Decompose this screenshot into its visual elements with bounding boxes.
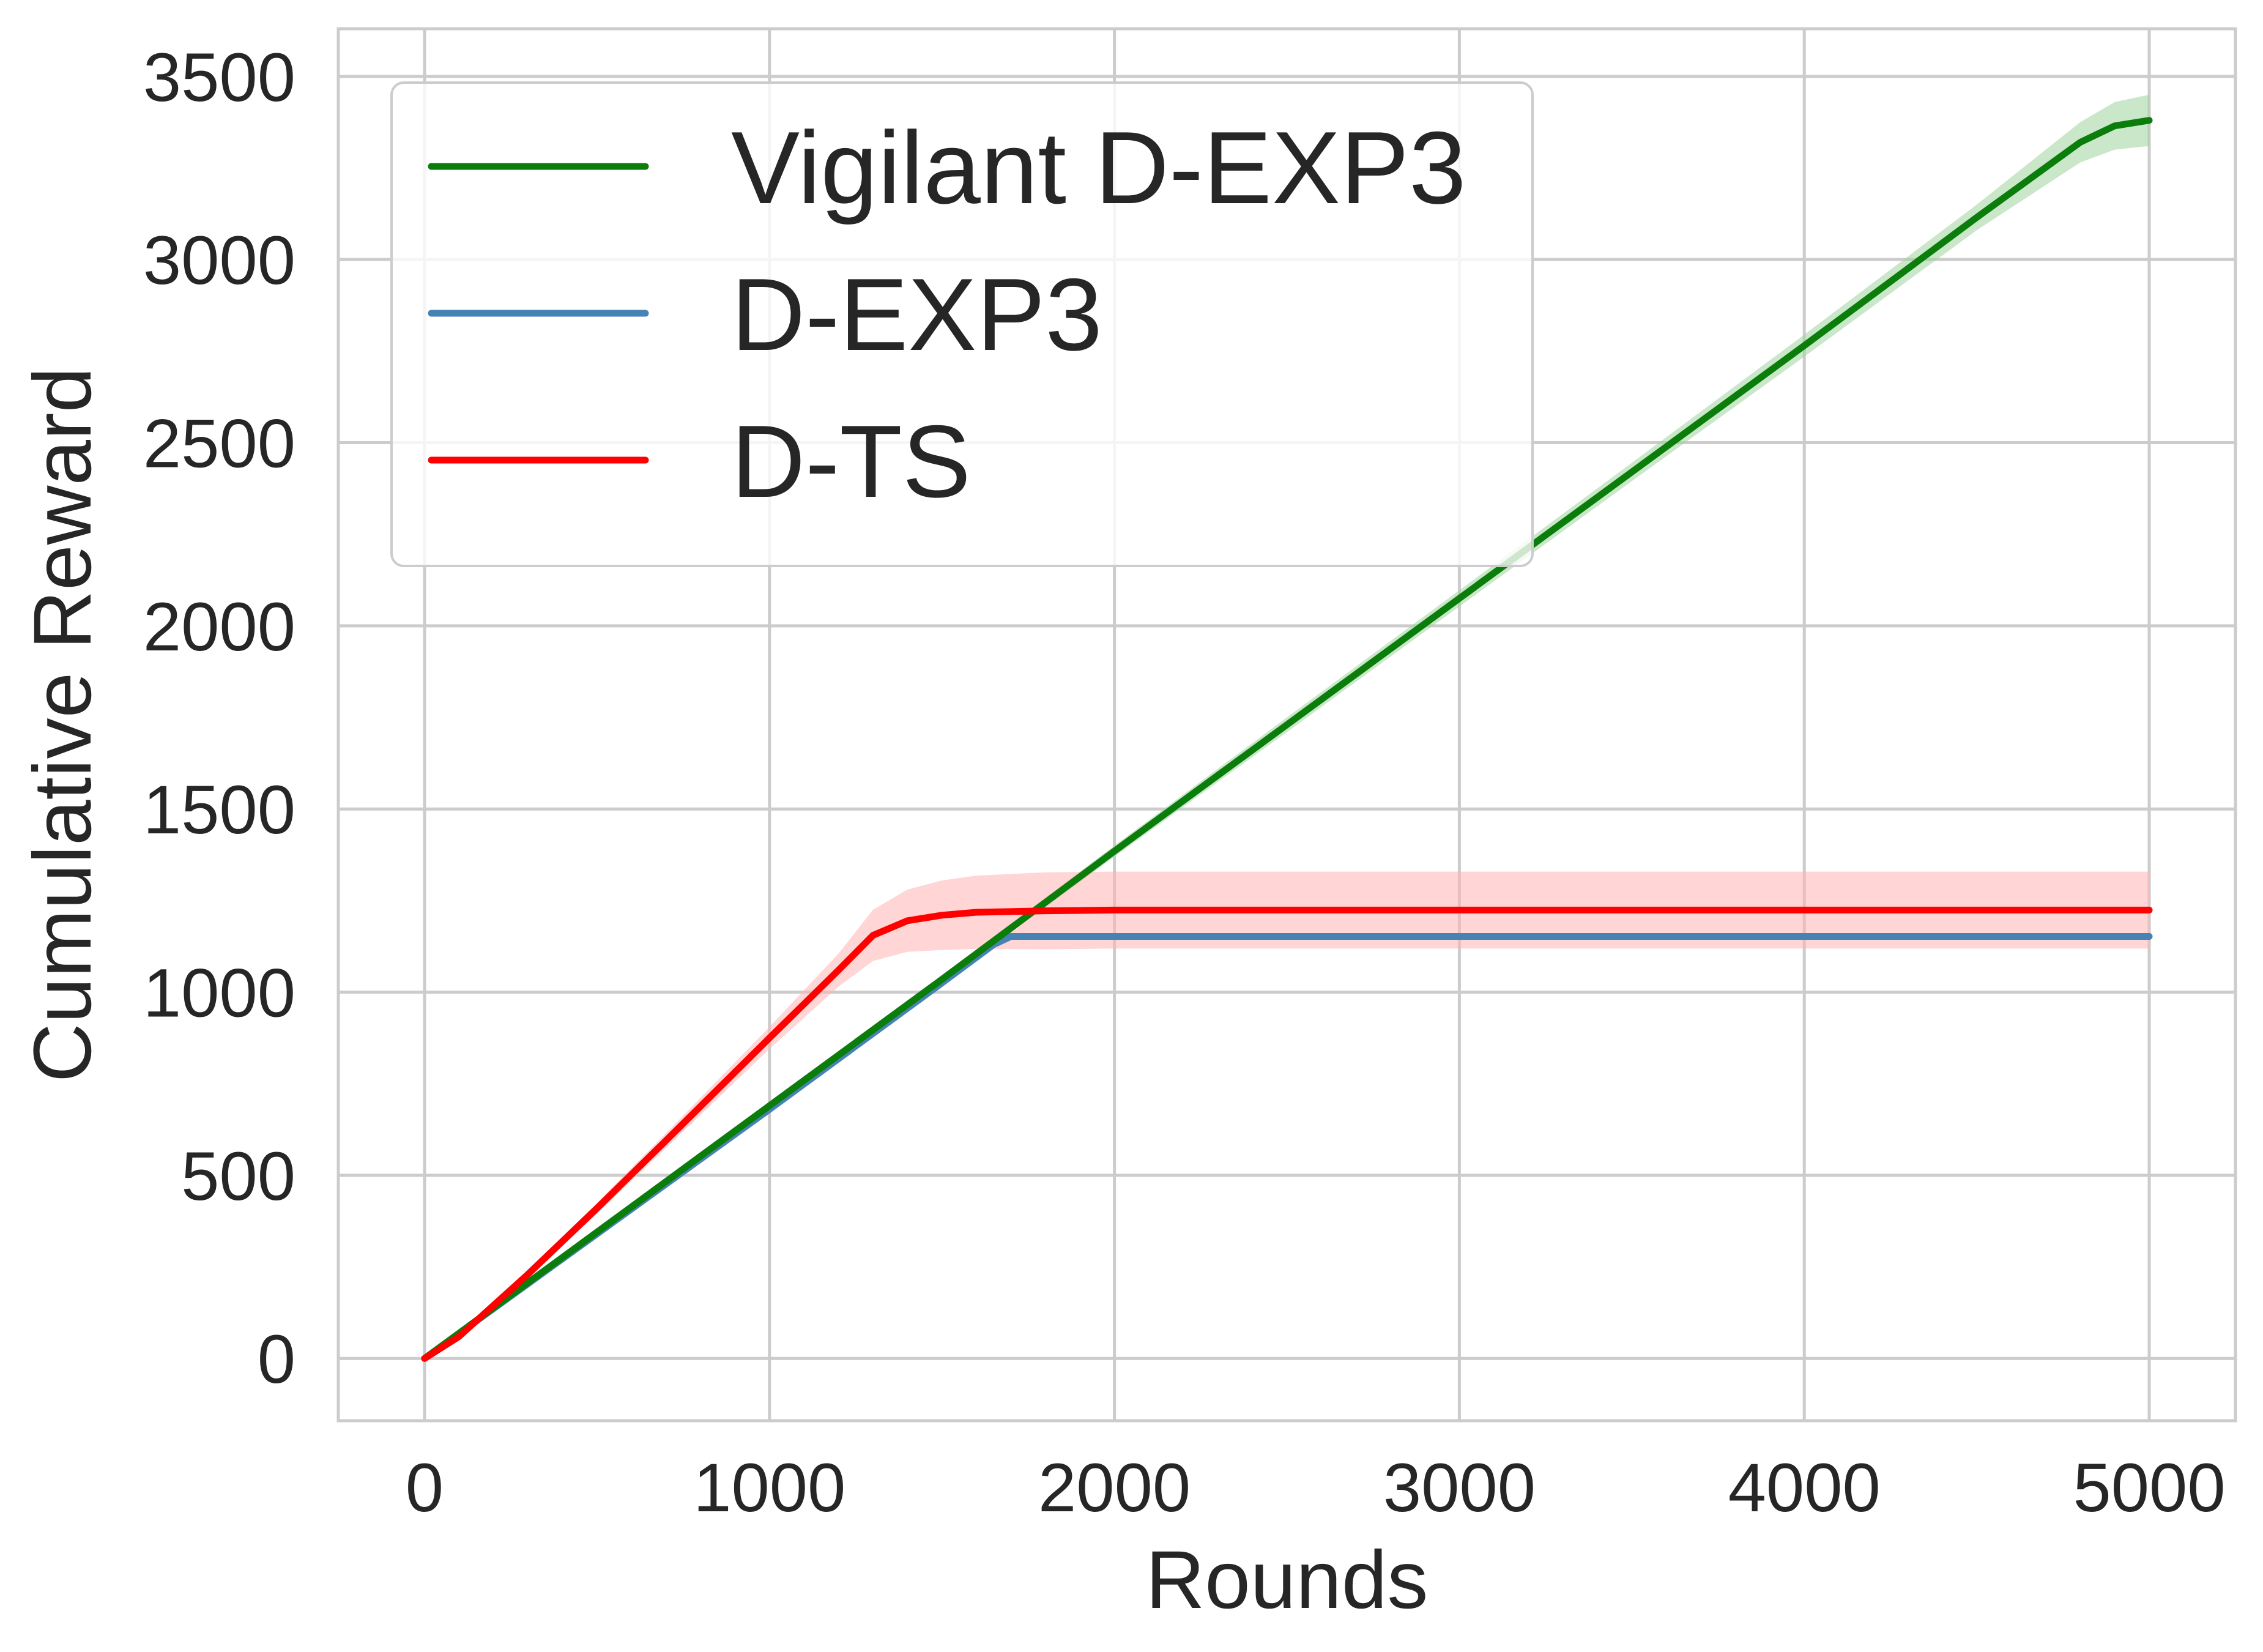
x-axis-label: Rounds (1146, 1535, 1429, 1626)
band-series-1 (424, 933, 2150, 1359)
line-series-0 (421, 117, 2153, 1362)
x-tick-label: 1000 (693, 1449, 845, 1526)
line-series-2 (421, 906, 2153, 1362)
legend-label: D-EXP3 (731, 257, 1102, 372)
x-tick-label: 3000 (1383, 1449, 1536, 1526)
legend-box (390, 81, 1534, 567)
y-tick-label: 2000 (143, 589, 295, 665)
legend: Vigilant D-EXP3 D-EXP3 D-TS (390, 81, 1534, 567)
line-series-1 (421, 933, 2153, 1362)
y-tick-label: 500 (181, 1138, 295, 1215)
x-tick-label: 5000 (2073, 1449, 2225, 1526)
y-tick-label: 3500 (143, 39, 295, 116)
tick-labels: 0 1000 2000 3000 4000 5000 0 500 1000 1500 2000 250… (143, 39, 2226, 1526)
legend-label: Vigilant D-EXP3 (731, 110, 1466, 225)
y-tick-label: 1000 (143, 955, 295, 1032)
legend-label: D-TS (731, 404, 971, 519)
series-lines (421, 117, 2153, 1362)
x-tick-label: 4000 (1728, 1449, 1881, 1526)
y-tick-label: 0 (258, 1321, 295, 1397)
y-tick-label: 3000 (143, 222, 295, 299)
y-tick-label: 1500 (143, 772, 295, 848)
plot-frame (336, 27, 2237, 1423)
x-tick-label: 0 (406, 1449, 444, 1526)
x-tick-label: 2000 (1038, 1449, 1191, 1526)
y-tick-label: 2500 (143, 406, 295, 482)
y-axis-label: Cumulative Reward (17, 367, 108, 1082)
band-series-2 (424, 871, 2150, 1359)
